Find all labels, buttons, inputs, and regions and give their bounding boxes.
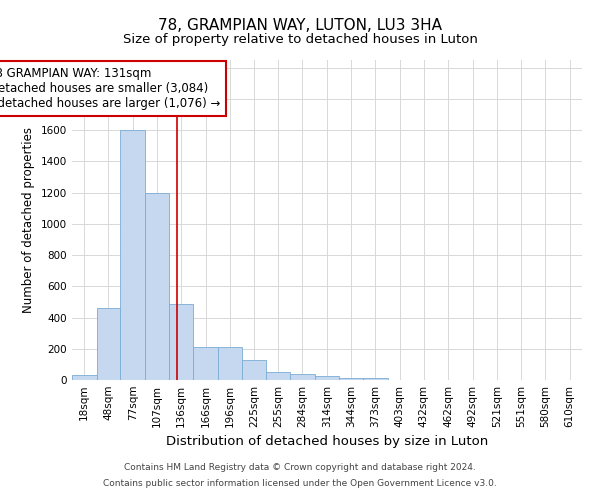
Bar xyxy=(290,374,315,380)
Bar xyxy=(363,378,388,380)
Bar xyxy=(169,304,193,380)
Bar xyxy=(218,347,242,380)
Bar xyxy=(97,308,121,380)
Bar xyxy=(145,192,169,380)
Bar xyxy=(339,378,363,380)
X-axis label: Distribution of detached houses by size in Luton: Distribution of detached houses by size … xyxy=(166,436,488,448)
Text: Contains public sector information licensed under the Open Government Licence v3: Contains public sector information licen… xyxy=(103,478,497,488)
Bar xyxy=(72,374,97,380)
Bar xyxy=(121,130,145,380)
Text: Contains HM Land Registry data © Crown copyright and database right 2024.: Contains HM Land Registry data © Crown c… xyxy=(124,464,476,472)
Bar xyxy=(193,347,218,380)
Bar xyxy=(242,360,266,380)
Text: Size of property relative to detached houses in Luton: Size of property relative to detached ho… xyxy=(122,32,478,46)
Text: 78, GRAMPIAN WAY, LUTON, LU3 3HA: 78, GRAMPIAN WAY, LUTON, LU3 3HA xyxy=(158,18,442,32)
Y-axis label: Number of detached properties: Number of detached properties xyxy=(22,127,35,313)
Text: 78 GRAMPIAN WAY: 131sqm
← 74% of detached houses are smaller (3,084)
26% of semi: 78 GRAMPIAN WAY: 131sqm ← 74% of detache… xyxy=(0,66,220,110)
Bar xyxy=(266,372,290,380)
Bar xyxy=(315,376,339,380)
